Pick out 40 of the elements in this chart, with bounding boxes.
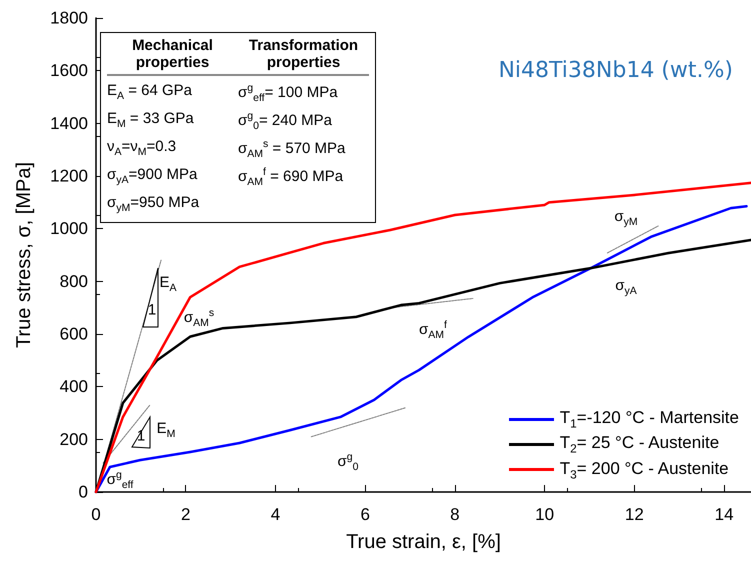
annotation: ν$_{A}$=ν$_{M}$=0.3 [107, 138, 178, 160]
y-tick-label: 1600 [50, 61, 88, 80]
annotation: 1 [148, 302, 156, 318]
y-tick-label: 400 [60, 377, 88, 396]
annotation: Transformation properties [238, 37, 369, 76]
x-tick-label: 6 [360, 505, 370, 524]
y-tick-label: 200 [60, 430, 88, 449]
annotation: σ$_{AM}$$^{s}$ = 570 MPa [238, 138, 346, 160]
legend-label: T$_{1}$=-120 °C - Martensite [560, 408, 739, 430]
text: Ni48Ti38Nb14 (wt.%) [498, 58, 733, 83]
y-tick-label: 1400 [50, 114, 88, 133]
annotation: E$_{M}$ [156, 420, 176, 440]
x-tick-label: 8 [450, 505, 460, 524]
annotation: σ$_{yA}$ [615, 277, 637, 297]
annotation: E$_{A}$ [159, 274, 177, 294]
y-tick-label: 800 [60, 272, 88, 291]
annotation: E$_{A}$ = 64 GPa [107, 82, 193, 104]
y-tick-label: 0 [78, 482, 88, 502]
x-tick-label: 4 [270, 505, 280, 524]
x-tick-label: 10 [535, 505, 554, 524]
annotation: σ$_{AM}$$^{f}$ = 690 MPa [238, 166, 344, 188]
y-axis-title: True stress, σ, [MPa] [13, 162, 35, 348]
annotation: σ$^{g}$$_{eff}$= 100 MPa [238, 82, 339, 104]
y-tick-label: 1800 [50, 8, 88, 28]
annotation: σ$_{yM}$=950 MPa [107, 194, 200, 214]
annotation: σ$_{yM}$ [614, 208, 638, 228]
x-tick-label: 14 [714, 505, 734, 524]
x-tick-label: 0 [91, 505, 101, 524]
annotation: σ$_{yA}$=900 MPa [107, 166, 198, 188]
annotation: E$_{M}$ = 33 GPa [107, 110, 195, 132]
y-tick-label: 600 [60, 324, 88, 344]
x-tick-label: 2 [180, 505, 190, 524]
annotation: σ$^{g}$$_{0}$= 240 MPa [238, 110, 333, 132]
x-axis-title: True strain, ε, [%] [346, 531, 501, 553]
annotation: Mechanical properties [107, 37, 238, 76]
y-tick-label: 1000 [50, 219, 88, 238]
x-tick-label: 12 [624, 505, 644, 524]
y-tick-label: 1200 [50, 166, 88, 186]
legend-label: T$_{3}$= 200 °C - Austenite [560, 458, 729, 481]
legend-label: T$_{2}$= 25 °C - Austenite [560, 433, 720, 456]
